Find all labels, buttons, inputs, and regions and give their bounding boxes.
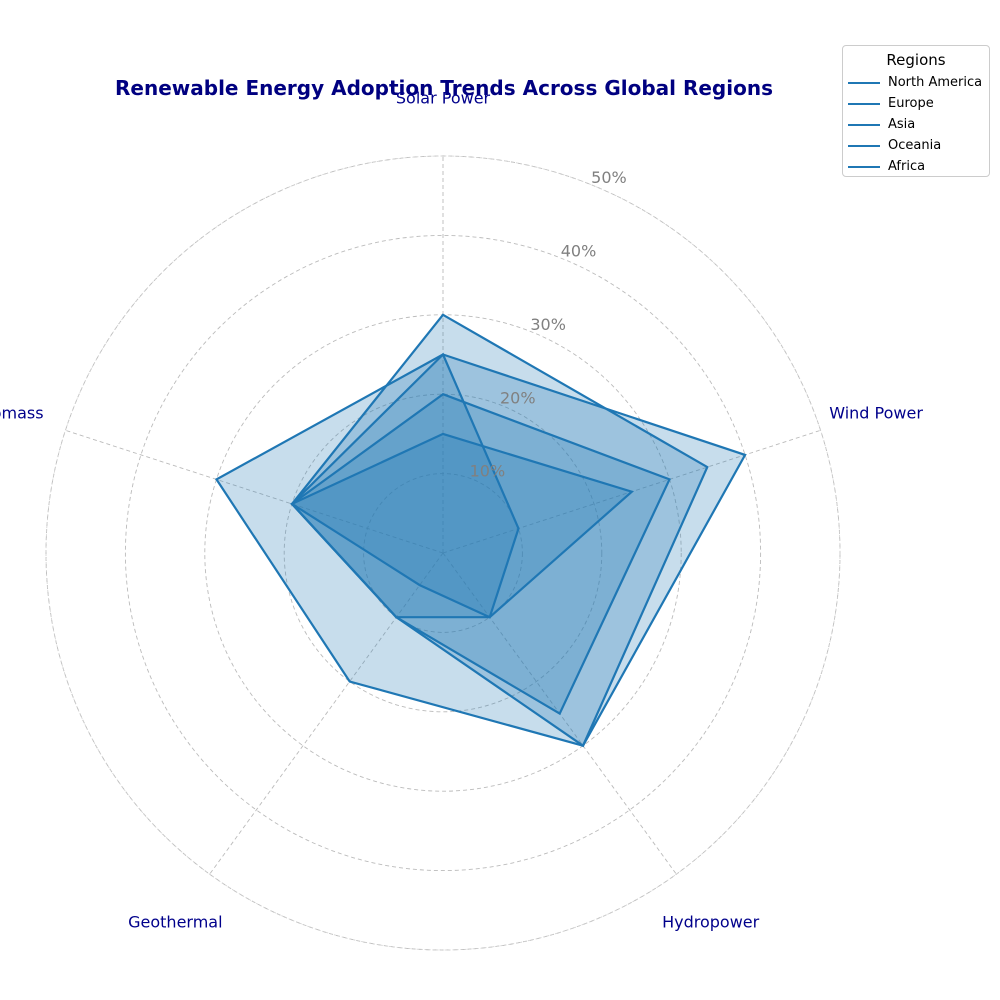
legend-swatch [848,102,880,105]
tick-label: 20% [500,388,536,407]
legend-swatch [848,81,880,84]
grid-ring [283,393,603,713]
legend-label: Asia [888,117,916,132]
outer-ring [45,155,841,951]
tick-label: 50% [591,168,627,187]
legend-label: Oceania [888,138,942,153]
series-oceania [289,432,635,619]
axis-label: Biomass [0,403,44,422]
series-north-america [214,353,747,747]
axis-label: Hydropower [662,912,760,931]
legend-title: Regions [886,51,946,69]
axis-label: Solar Power [396,89,491,108]
series-africa [290,352,520,619]
spoke-line [209,552,444,875]
series-europe [290,313,709,748]
radar-labels: 10% 20% 30% 40% 50% Solar Power Wind Power Hydr… [0,89,923,932]
legend-label: North America [888,75,983,90]
legend-item: Africa [843,156,989,177]
legend-item: Asia [843,114,989,135]
radar-grid [45,155,841,951]
axis-label: Geothermal [128,912,222,931]
chart-title: Renewable Energy Adoption Trends Across … [115,76,773,100]
tick-label: 40% [561,242,597,261]
legend-swatch [848,123,880,126]
axis-label: Wind Power [829,403,923,422]
legend-label: Africa [888,159,926,174]
legend-item: Oceania [843,135,989,156]
legend-item: Europe [843,93,989,114]
legend-item: North America [843,72,989,93]
legend-swatch [848,165,880,168]
spoke-line [65,429,444,554]
legend: Regions North America Europe Asia Oceania Af… [842,45,990,177]
tick-label: 30% [530,315,566,334]
legend-label: Europe [888,96,934,111]
legend-swatch [848,144,880,147]
radar-series [214,313,747,748]
grid-ring [124,234,762,872]
tick-label: 10% [470,462,506,481]
